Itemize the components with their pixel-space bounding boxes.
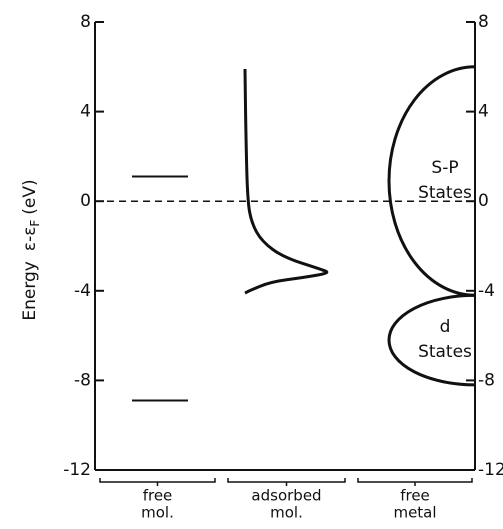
y2-tick-label: -4	[478, 281, 495, 301]
band	[387, 293, 476, 387]
band	[387, 65, 476, 297]
y-label-unit: (eV)	[20, 179, 40, 214]
category-label: mol.	[270, 504, 303, 522]
category-bracket	[99, 478, 216, 486]
y-label-symbol: ε-ε	[20, 227, 40, 252]
y2-tick-label: 0	[478, 191, 489, 211]
adsorbed-dos-curve	[243, 69, 329, 295]
y2-tick-label: -8	[478, 370, 495, 390]
y2-tick-label: 8	[478, 12, 489, 32]
y-tick-label: 0	[80, 191, 91, 211]
category-label: metal	[393, 504, 436, 522]
category-bracket	[227, 478, 346, 486]
band-label: States	[418, 183, 472, 203]
category-label: free	[143, 487, 173, 505]
band-label: S-P	[431, 158, 458, 178]
y-tick-label: -8	[74, 370, 91, 390]
y-label-subscript: F	[28, 220, 42, 227]
y-tick-label: 4	[80, 102, 91, 122]
y2-tick-label: -12	[478, 460, 503, 480]
category-label: adsorbed	[251, 487, 321, 505]
category-bracket	[357, 478, 473, 486]
y2-tick-label: 4	[478, 102, 489, 122]
band-label: d	[440, 317, 451, 337]
band-label: States	[418, 342, 472, 362]
y-tick-label: -12	[63, 460, 91, 480]
y-axis-label: Energy ε-εF (eV)	[20, 179, 42, 320]
category-label: mol.	[141, 504, 174, 522]
category-label: free	[400, 487, 430, 505]
y-tick-label: -4	[74, 281, 91, 301]
y-label-main: Energy	[20, 261, 40, 321]
y-tick-label: 8	[80, 12, 91, 32]
